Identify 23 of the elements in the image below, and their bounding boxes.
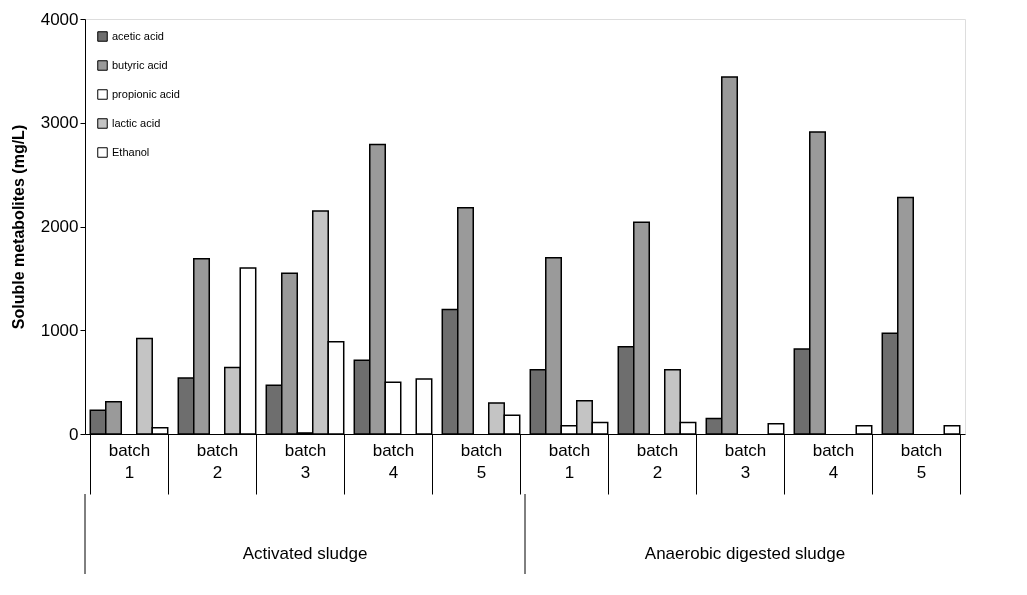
x-tick-label: batch 3 <box>724 440 767 482</box>
x-tick-label: batch 5 <box>900 440 943 482</box>
x-tick-label: batch 5 <box>460 440 503 482</box>
legend-label: Ethanol <box>112 145 150 158</box>
y-tick-label: 4000 <box>40 9 79 29</box>
legend-label: lactic acid <box>112 116 161 129</box>
x-tick-label: batch 3 <box>284 440 327 482</box>
legend-label: propionic acid <box>112 87 180 100</box>
y-tick-label: 2000 <box>40 217 79 236</box>
x-tick-label: batch 2 <box>636 440 679 482</box>
x-tick-label: batch 2 <box>196 440 239 482</box>
y-tick-label: 0 <box>69 424 79 444</box>
x-tick-label: batch 4 <box>372 440 415 482</box>
text: Activated sludge <box>242 544 368 563</box>
x-tick-label: batch 1 <box>108 440 151 482</box>
y-tick-label: 1000 <box>40 320 79 340</box>
legend-label: acetic acid <box>112 29 164 42</box>
x-tick-label: batch 1 <box>548 440 591 482</box>
x-tick-label: batch 4 <box>812 440 855 482</box>
y-tick-label: 3000 <box>40 113 79 133</box>
text: Anaerobic digested sludge <box>644 544 846 563</box>
legend-label: butyric acid <box>112 58 168 71</box>
y-axis-title: Soluble metabolites (mg/L) <box>9 124 27 330</box>
